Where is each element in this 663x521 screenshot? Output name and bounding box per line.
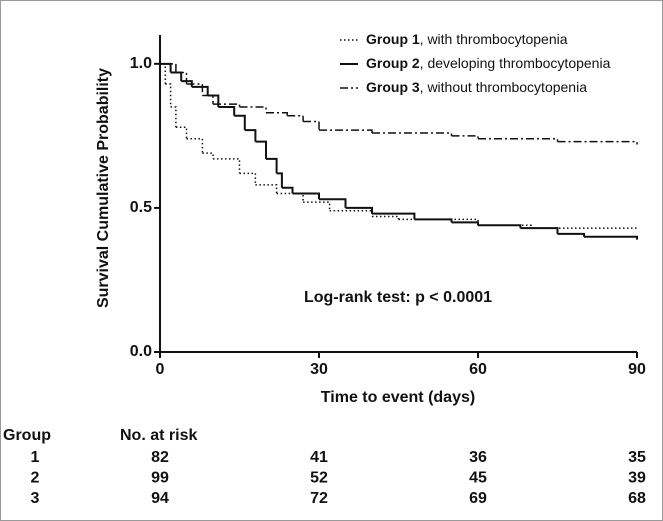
curve-step	[281, 186, 294, 194]
curve-step	[584, 235, 638, 240]
legend-entry: Group 3, without thrombocytopenia	[366, 79, 587, 95]
curve-step	[372, 132, 453, 136]
x-tick-label: 90	[628, 361, 646, 378]
curve-step	[372, 215, 400, 220]
curve-step	[234, 114, 246, 131]
curve-step	[266, 157, 278, 174]
curve-step	[191, 85, 209, 96]
risk-count: 94	[151, 490, 169, 507]
x-tick-label: 30	[310, 361, 328, 378]
curve-step	[478, 224, 522, 229]
risk-count: 41	[310, 449, 328, 466]
curve-step	[303, 120, 320, 131]
annotation: Log-rank test: p < 0.0001	[304, 289, 492, 306]
curve-step	[319, 198, 347, 208]
curve-step	[557, 140, 638, 145]
curve-step	[202, 152, 214, 159]
curve-step	[218, 106, 236, 116]
curve-step	[414, 218, 453, 223]
curve-step	[303, 201, 331, 211]
curve-step	[276, 192, 304, 203]
legend-entry: Group 2, developing thrombocytopenia	[366, 55, 611, 71]
curve-step	[451, 221, 479, 226]
risk-count: 72	[310, 490, 328, 507]
curve-step	[478, 224, 532, 229]
curve-step	[175, 71, 188, 84]
x-tick-label: 0	[156, 361, 165, 378]
curve-step	[255, 184, 278, 194]
curve-step	[165, 83, 172, 108]
curve-step	[181, 80, 193, 87]
curve-step	[207, 94, 220, 108]
survival-curve	[160, 62, 638, 240]
curve-step	[451, 135, 479, 139]
risk-count: 69	[469, 490, 487, 507]
curve-step	[276, 172, 283, 188]
x-axis-label: Time to event (days)	[321, 389, 475, 406]
legend-description: , developing thrombocytopenia	[420, 55, 611, 71]
curve-step	[345, 206, 373, 214]
survival-curve	[160, 63, 638, 145]
risk-count: 82	[151, 449, 169, 466]
risk-group: 3	[31, 490, 40, 507]
curve-step	[186, 137, 204, 154]
risk-group-header: Group	[3, 427, 51, 444]
y-tick-label: 0.0	[130, 343, 152, 360]
legend-description: , without thrombocytopenia	[420, 79, 588, 95]
risk-count: 68	[628, 490, 646, 507]
curve-step	[557, 232, 585, 237]
risk-count: 52	[310, 470, 328, 487]
curve-step	[213, 158, 241, 174]
curve-step	[319, 129, 373, 133]
curve-step	[329, 210, 373, 217]
curve-step	[170, 106, 177, 128]
curve-step	[239, 106, 267, 113]
curve-step	[202, 94, 214, 105]
y-axis-label: Survival Cumulative Probability	[95, 68, 112, 308]
x-tick-label: 60	[469, 361, 487, 378]
curve-step	[175, 126, 188, 139]
risk-count: 45	[469, 470, 487, 487]
curve-step	[160, 63, 177, 73]
risk-count: 35	[628, 449, 646, 466]
curve-step	[186, 83, 204, 96]
risk-count: 39	[628, 470, 646, 487]
risk-group: 1	[31, 449, 40, 466]
legend-name: Group 3	[366, 79, 420, 95]
curve-step	[266, 112, 288, 116]
risk-group: 2	[31, 470, 40, 487]
curve-step	[478, 137, 559, 142]
curve-step	[287, 114, 304, 122]
curve-step	[255, 140, 267, 159]
risk-header: No. at risk	[120, 427, 197, 444]
curve-step	[170, 71, 183, 82]
y-tick-label: 1.0	[130, 55, 152, 72]
curve-step	[520, 227, 559, 234]
risk-count: 99	[151, 470, 169, 487]
legend-entry: Group 1, with thrombocytopenia	[366, 31, 568, 47]
curve-step	[292, 192, 320, 200]
curve-step	[372, 212, 416, 220]
y-tick-label: 0.5	[130, 199, 152, 216]
legend-description: , with thrombocytopenia	[420, 31, 568, 47]
curve-step	[244, 129, 257, 142]
legend-name: Group 1	[366, 31, 420, 47]
risk-count: 36	[469, 449, 487, 466]
curve-step	[213, 103, 241, 108]
legend-name: Group 2	[366, 55, 420, 71]
curve-step	[239, 172, 257, 185]
